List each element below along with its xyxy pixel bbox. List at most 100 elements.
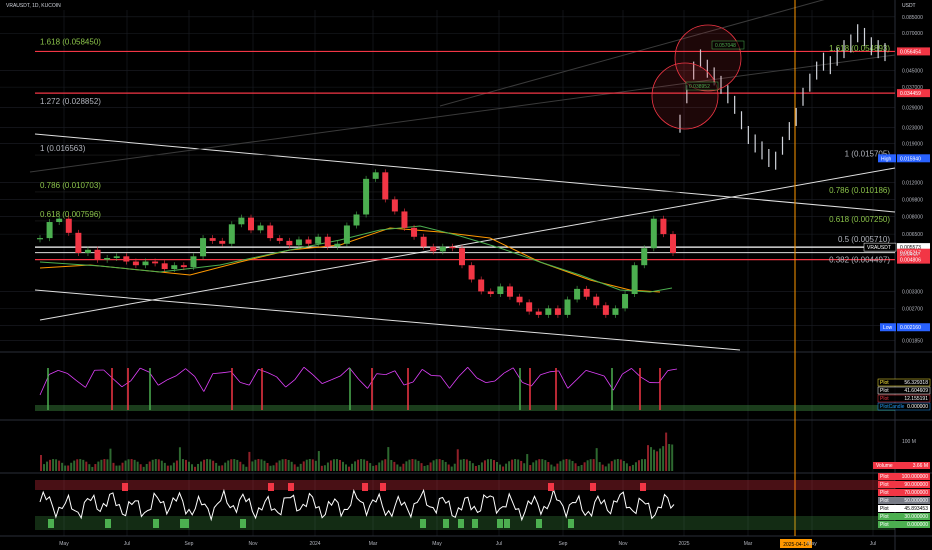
volume-bar-46 [178,447,181,471]
osc1-line-55 [540,371,550,376]
x-tick-label-13: Jul [870,541,876,547]
candle-body-26 [286,240,293,246]
volume-bar-43 [169,465,172,471]
fib-label-right-0: 1.618 (0.054893) [829,44,890,53]
volume-bar-11 [73,460,76,471]
osc1-line-15 [176,368,186,376]
x-tick-label-7: Jul [496,541,502,547]
volume-bar-76 [269,465,272,471]
volume-bar-45 [175,460,178,471]
candle-body-14 [171,265,178,270]
osc2-legend-name-2: Plot [880,490,889,496]
volume-bar-92 [317,451,320,471]
candle-body-24 [267,225,274,239]
volume-bar-201 [647,445,650,471]
osc2-legend-name-4: Plot [880,506,889,512]
volume-bar-84 [293,464,296,471]
countdown-label: 20:04:27 [900,252,920,258]
x-tick-label-8: Sep [559,541,568,547]
volume-bar-70 [251,461,254,471]
y-tick-label-12: 0.002700 [902,306,923,312]
fib-label-left-4: 0.618 (0.007596) [40,210,101,219]
osc2-buy-marker-10 [497,519,503,528]
volume-bar-147 [483,460,486,471]
osc2-legend-box-4 [878,505,930,512]
fib-label-left-1: 1.272 (0.028852) [40,97,101,106]
x-tick-label-2: Sep [185,541,194,547]
osc2-overbought-band [35,480,895,490]
annotation-box-lower [685,81,719,91]
low-tag-box [880,323,896,332]
volume-bar-25 [115,465,118,471]
volume-bar-142 [468,460,471,471]
candle-body-57 [583,288,590,297]
candle-body-43 [449,246,456,249]
volume-bar-160 [523,463,526,471]
osc1-line-22 [240,382,250,386]
osc2-legend-name-6: Plot [880,522,889,528]
volume-bar-207 [665,432,668,471]
osc1-line-3 [67,373,77,381]
osc2-legend-name-5: Plot [880,514,889,520]
osc1-line-60 [585,370,596,374]
volume-bar-133 [441,460,444,471]
candle-body-54 [554,308,561,315]
price-tag-label-3: 0.005573 [900,245,921,251]
price-tag-label-5: 0.004806 [900,258,921,264]
osc2-buy-marker-7 [443,519,449,528]
volume-bar-13 [79,459,82,471]
volume-bar-136 [450,466,453,471]
osc1-line-8 [112,378,123,388]
volume-bar-77 [272,465,275,471]
volume-bar-23 [109,448,112,471]
currency-label: USDT [902,3,916,9]
price-tag-box-3 [897,243,930,252]
candle-body-58 [593,296,600,306]
volume-bar-184 [595,448,598,471]
price-tag-box-5 [897,255,930,264]
volume-bar-64 [233,459,236,471]
volume-bar-58 [215,462,218,471]
volume-bar-154 [505,463,508,471]
candle-body-20 [228,224,235,244]
osc1-line-52 [512,367,523,383]
candle-body-1 [46,222,53,239]
volume-bar-122 [408,459,411,471]
fib-label-right-3: 0.618 (0.007250) [829,215,890,224]
volume-bar-4 [52,459,55,471]
high-tag-box [878,154,896,163]
x-tick-label-1: Jul [124,541,130,547]
volume-bar-114 [384,459,387,471]
volume-bar-152 [499,464,502,471]
low-tag-label: Low [883,325,893,331]
symbol-title: VRAUSDT, 1D, KUCOIN [6,3,61,9]
volume-bar-6 [58,460,61,471]
candle-body-33 [353,214,360,226]
osc1-line-64 [622,368,632,375]
osc2-legend-box-3 [878,497,930,504]
osc2-legend-box-2 [878,489,930,496]
osc2-legend-name-3: Plot [880,498,889,504]
volume-bar-35 [145,464,148,471]
volume-bar-161 [526,454,529,471]
osc1-line-45 [449,376,459,389]
candle-body-35 [372,172,379,179]
trend-line-4 [439,0,825,107]
volume-bar-88 [305,459,308,471]
fib-label-right-4: 0.5 (0.005710) [838,235,890,244]
volume-bar-193 [622,461,625,471]
y-tick-label-9: 0.008000 [902,215,923,221]
volume-bar-108 [366,460,369,471]
volume-bar-31 [133,459,136,471]
volume-bar-51 [194,466,197,471]
volume-bar-189 [610,461,613,471]
candle-body-39 [411,227,418,237]
osc1-line-23 [248,369,259,386]
osc2-buy-marker-2 [153,519,159,528]
volume-bar-36 [148,461,151,471]
candle-body-55 [564,299,571,315]
volume-bar-22 [106,459,109,471]
volume-bar-208 [668,444,671,471]
volume-bar-54 [203,459,206,471]
